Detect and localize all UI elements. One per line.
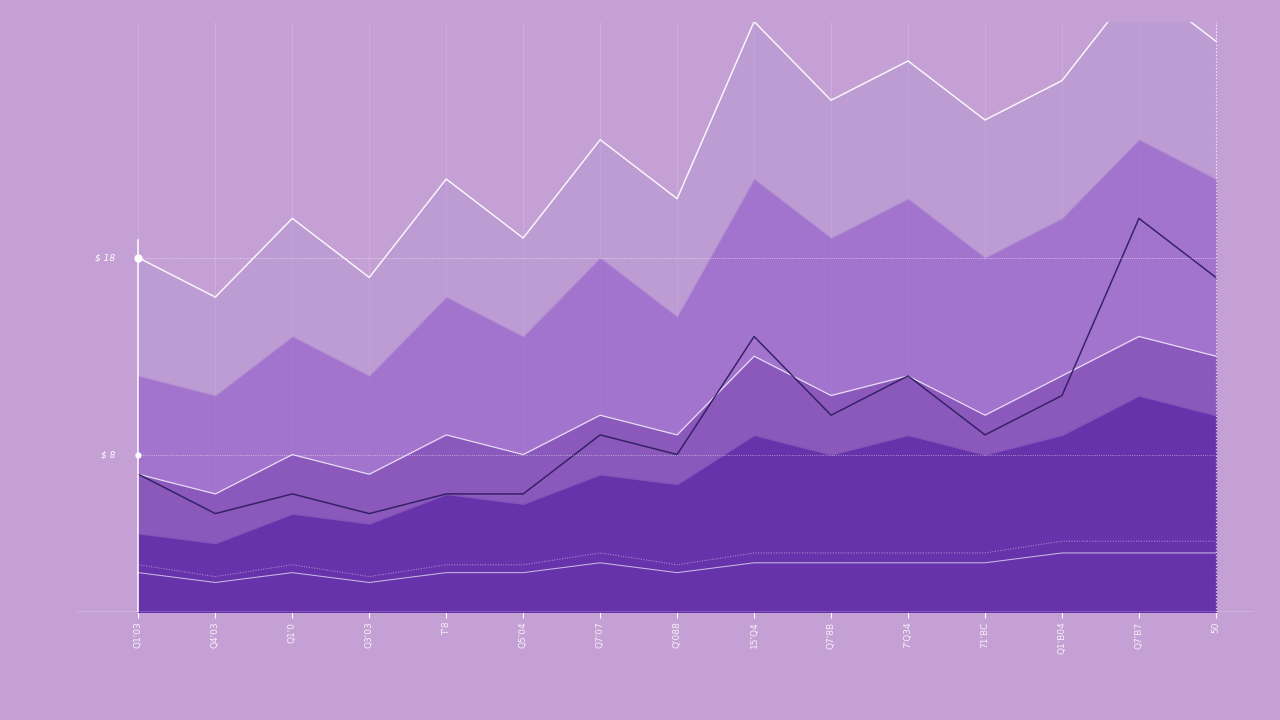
- Text: $ 8: $ 8: [101, 450, 115, 459]
- Text: $ 18: $ 18: [95, 253, 115, 262]
